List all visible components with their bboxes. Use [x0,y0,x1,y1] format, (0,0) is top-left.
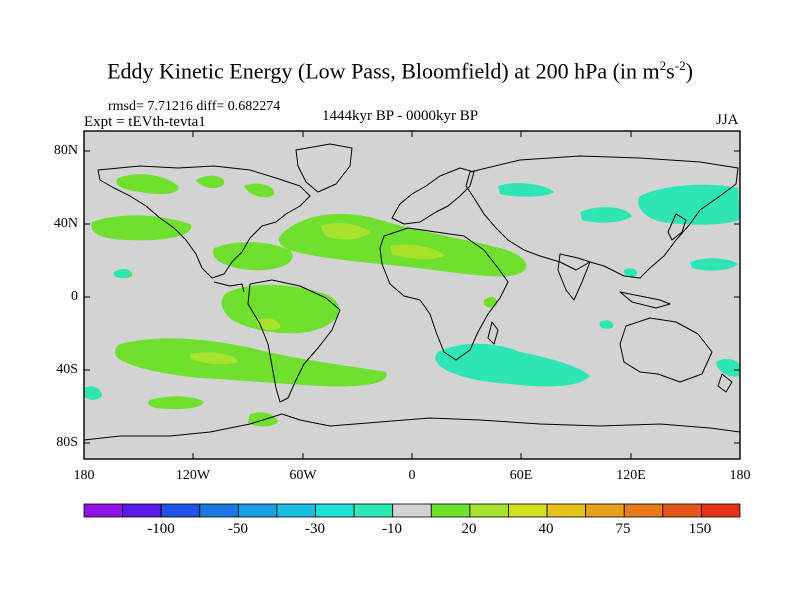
colorbar-label: -50 [228,521,248,537]
colorbar-box [237,503,278,518]
colorbar-label: -30 [305,521,325,537]
map-ticks [84,131,740,459]
lat-label-eq: 0 [71,289,78,304]
lon-label-120e: 120E [616,468,646,483]
colorbar-box [508,503,548,518]
colorbar-box [469,503,509,518]
colorbar-box [276,503,316,518]
season-label: JJA [716,112,739,128]
colorbar-label: -10 [382,521,402,537]
colorbar-box [546,503,587,518]
colorbar-box [315,503,355,518]
colorbar-label: -100 [147,521,175,537]
colorbar-box [160,503,201,518]
colorbar-box [353,503,394,518]
colorbar-label: 150 [688,521,712,537]
colorbar-label: 40 [538,521,554,537]
lon-label-120w: 120W [175,468,211,483]
period-label: 1444kyr BP - 0000kyr BP [322,108,479,124]
lat-label-40n: 40N [53,216,78,231]
stats-label: rmsd= 7.71216 diff= 0.682274 [108,99,281,114]
colorbar-box [430,503,471,518]
colorbar-label: 75 [615,521,631,537]
colorbar-box [701,503,741,518]
lon-label-60e: 60E [509,468,533,483]
lon-label-180w: 180 [73,468,95,483]
coastlines [83,143,741,441]
map-background [84,131,740,459]
lon-label-0: 0 [408,468,416,483]
lon-label-60w: 60W [289,468,317,483]
colorbar-box [83,503,123,518]
colorbar-label: 20 [461,521,477,537]
experiment-label: Expt = tEVth-tevta1 [84,114,206,130]
colorbar-box [199,503,239,518]
negative-anomaly-regions [84,183,740,400]
lat-label-80s: 80S [56,435,78,450]
colorbar-box [623,503,664,518]
lon-label-180e: 180 [729,468,751,483]
colorbar-box [585,503,625,518]
colorbar [83,503,741,518]
lat-label-40s: 40S [56,362,78,377]
colorbar-box [122,503,162,518]
map-title: Eddy Kinetic Energy (Low Pass, Bloomfiel… [107,58,693,84]
strong-positive-cores [190,223,444,365]
lat-label-80n: 80N [53,143,78,158]
colorbar-box [392,503,432,518]
colorbar-box [662,503,702,518]
positive-anomaly-regions [91,174,527,427]
